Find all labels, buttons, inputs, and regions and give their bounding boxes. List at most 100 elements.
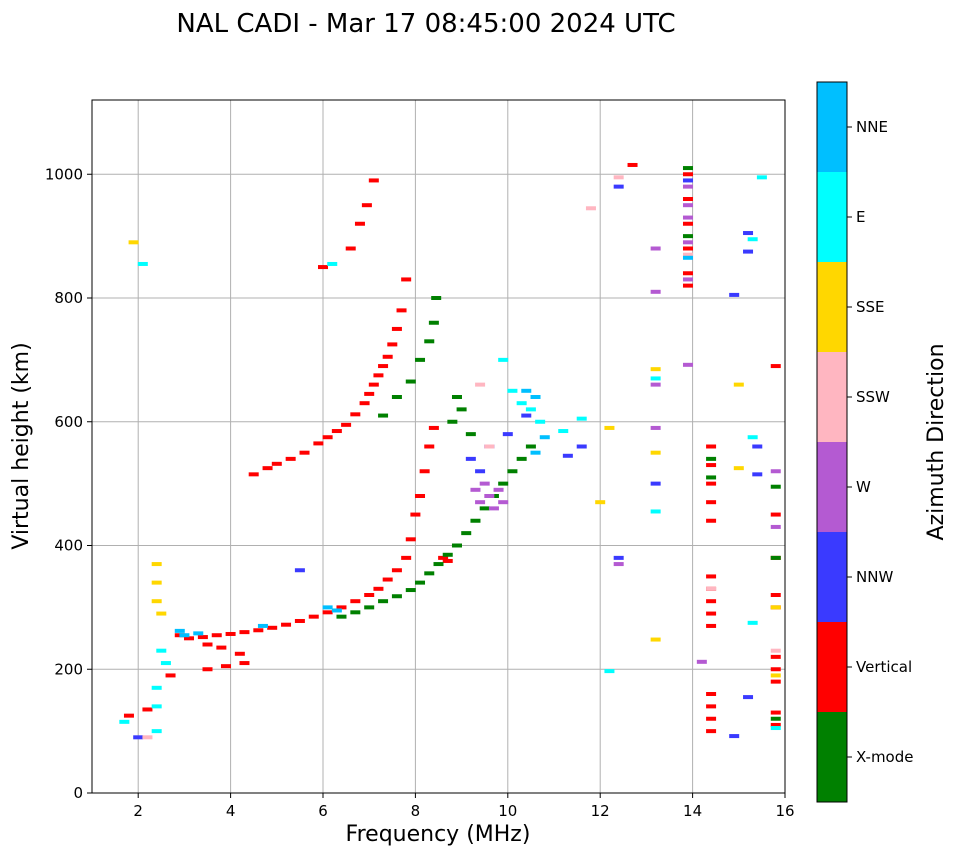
data-point [174, 628, 185, 633]
data-point [350, 610, 361, 615]
data-point [364, 605, 375, 610]
y-axis-label: Virtual height (km) [9, 342, 34, 549]
data-point [558, 429, 569, 434]
data-point [585, 206, 596, 211]
data-point [424, 444, 435, 449]
data-point [428, 320, 439, 325]
data-point [502, 432, 513, 437]
data-point [424, 339, 435, 344]
data-point [322, 435, 333, 440]
data-point [313, 441, 324, 446]
data-point [361, 203, 372, 208]
colorbar-segment [817, 622, 847, 712]
data-point [770, 364, 781, 369]
data-point [461, 531, 472, 536]
data-point [770, 469, 781, 474]
data-point [576, 416, 587, 421]
colorbar-segment [817, 532, 847, 622]
data-point [465, 456, 476, 461]
data-point [507, 388, 518, 393]
data-point [336, 605, 347, 610]
data-point [747, 237, 758, 242]
data-point [650, 509, 661, 514]
data-point [650, 481, 661, 486]
colorbar: X-mode Vertical NNW W SSW SSE E NNE [816, 81, 913, 803]
data-point [576, 444, 587, 449]
data-point [341, 422, 352, 427]
data-point [521, 388, 532, 393]
colorbar-segment [817, 712, 847, 802]
data-point [498, 481, 509, 486]
data-point [128, 240, 139, 245]
data-point [696, 659, 707, 664]
data-point [770, 673, 781, 678]
data-point [613, 184, 624, 189]
y-tick-label: 400 [54, 537, 83, 555]
data-point [747, 435, 758, 440]
data-point [378, 413, 389, 418]
series-w [470, 184, 781, 664]
data-point [706, 704, 717, 709]
data-point [387, 342, 398, 347]
data-point [682, 178, 693, 183]
y-tick-label: 0 [73, 784, 83, 802]
data-point [743, 249, 754, 254]
data-point [682, 271, 693, 276]
data-point [706, 475, 717, 480]
y-tick-label: 600 [54, 413, 83, 431]
data-point [248, 472, 259, 477]
data-point [415, 357, 426, 362]
data-point [613, 175, 624, 180]
data-point [770, 555, 781, 560]
colorbar-segment [817, 442, 847, 532]
data-point [419, 469, 430, 474]
data-point [682, 277, 693, 282]
data-point [770, 667, 781, 672]
data-point [706, 586, 717, 591]
data-point [682, 166, 693, 171]
colorbar-tick-label: SSW [856, 388, 890, 406]
data-point [770, 605, 781, 610]
data-point [123, 713, 134, 718]
chart-title: NAL CADI - Mar 17 08:45:00 2024 UTC [176, 9, 675, 39]
data-point [119, 719, 130, 724]
data-point [752, 444, 763, 449]
data-point [391, 594, 402, 599]
data-point [627, 162, 638, 167]
data-point [484, 494, 495, 498]
data-point [706, 623, 717, 628]
data-point [535, 419, 546, 424]
data-point [770, 593, 781, 597]
data-point [142, 735, 153, 740]
data-point [156, 611, 167, 616]
data-point [382, 354, 393, 359]
data-point [350, 412, 361, 417]
data-point [470, 518, 481, 523]
data-point [682, 255, 693, 260]
data-point [179, 633, 190, 638]
data-point [770, 722, 781, 727]
data-point [405, 379, 416, 384]
data-point [234, 651, 245, 656]
data-point [415, 580, 426, 585]
colorbar-segment [817, 82, 847, 172]
data-point [484, 444, 495, 449]
data-point [391, 568, 402, 573]
x-tick-label: 14 [683, 802, 702, 820]
data-point [193, 631, 204, 636]
data-point [682, 184, 693, 189]
data-point [475, 469, 486, 474]
series-sse [128, 240, 781, 678]
series-vertical [123, 162, 781, 734]
data-point [493, 487, 504, 492]
data-point [743, 695, 754, 700]
data-point [451, 395, 462, 399]
data-point [202, 642, 213, 647]
data-point [216, 645, 227, 650]
data-point [391, 326, 402, 331]
data-point [451, 543, 462, 548]
data-point [650, 246, 661, 251]
data-point [733, 382, 744, 387]
data-point [729, 292, 740, 297]
data-point [682, 215, 693, 220]
